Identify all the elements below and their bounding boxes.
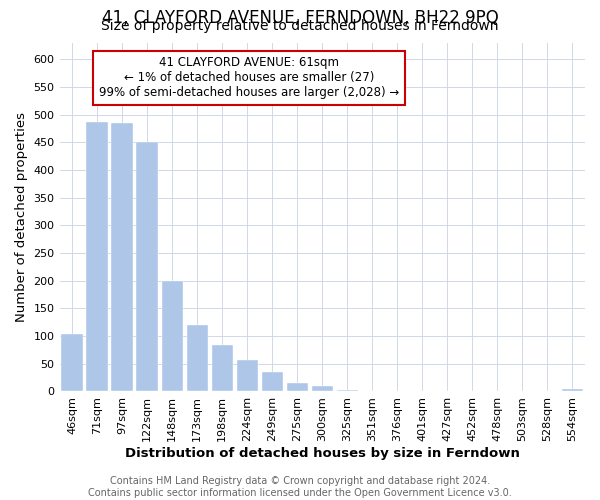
X-axis label: Distribution of detached houses by size in Ferndown: Distribution of detached houses by size … (125, 447, 520, 460)
Bar (187, 325, 208, 392)
Text: 41, CLAYFORD AVENUE, FERNDOWN, BH22 9PQ: 41, CLAYFORD AVENUE, FERNDOWN, BH22 9PQ (101, 9, 499, 27)
Bar (161, 280, 183, 392)
Bar (112, 124, 133, 392)
Text: 41 CLAYFORD AVENUE: 61sqm
← 1% of detached houses are smaller (27)
99% of semi-d: 41 CLAYFORD AVENUE: 61sqm ← 1% of detach… (98, 56, 399, 100)
Bar (562, 388, 583, 392)
Text: Contains HM Land Registry data © Crown copyright and database right 2024.
Contai: Contains HM Land Registry data © Crown c… (88, 476, 512, 498)
Text: Size of property relative to detached houses in Ferndown: Size of property relative to detached ho… (101, 19, 499, 33)
Bar (262, 372, 283, 392)
Bar (212, 346, 233, 392)
Bar (287, 383, 308, 392)
Bar (311, 386, 333, 392)
Bar (61, 334, 83, 392)
Bar (86, 122, 108, 392)
Y-axis label: Number of detached properties: Number of detached properties (15, 112, 28, 322)
Bar (337, 390, 358, 392)
Bar (236, 360, 258, 392)
Bar (136, 142, 158, 392)
